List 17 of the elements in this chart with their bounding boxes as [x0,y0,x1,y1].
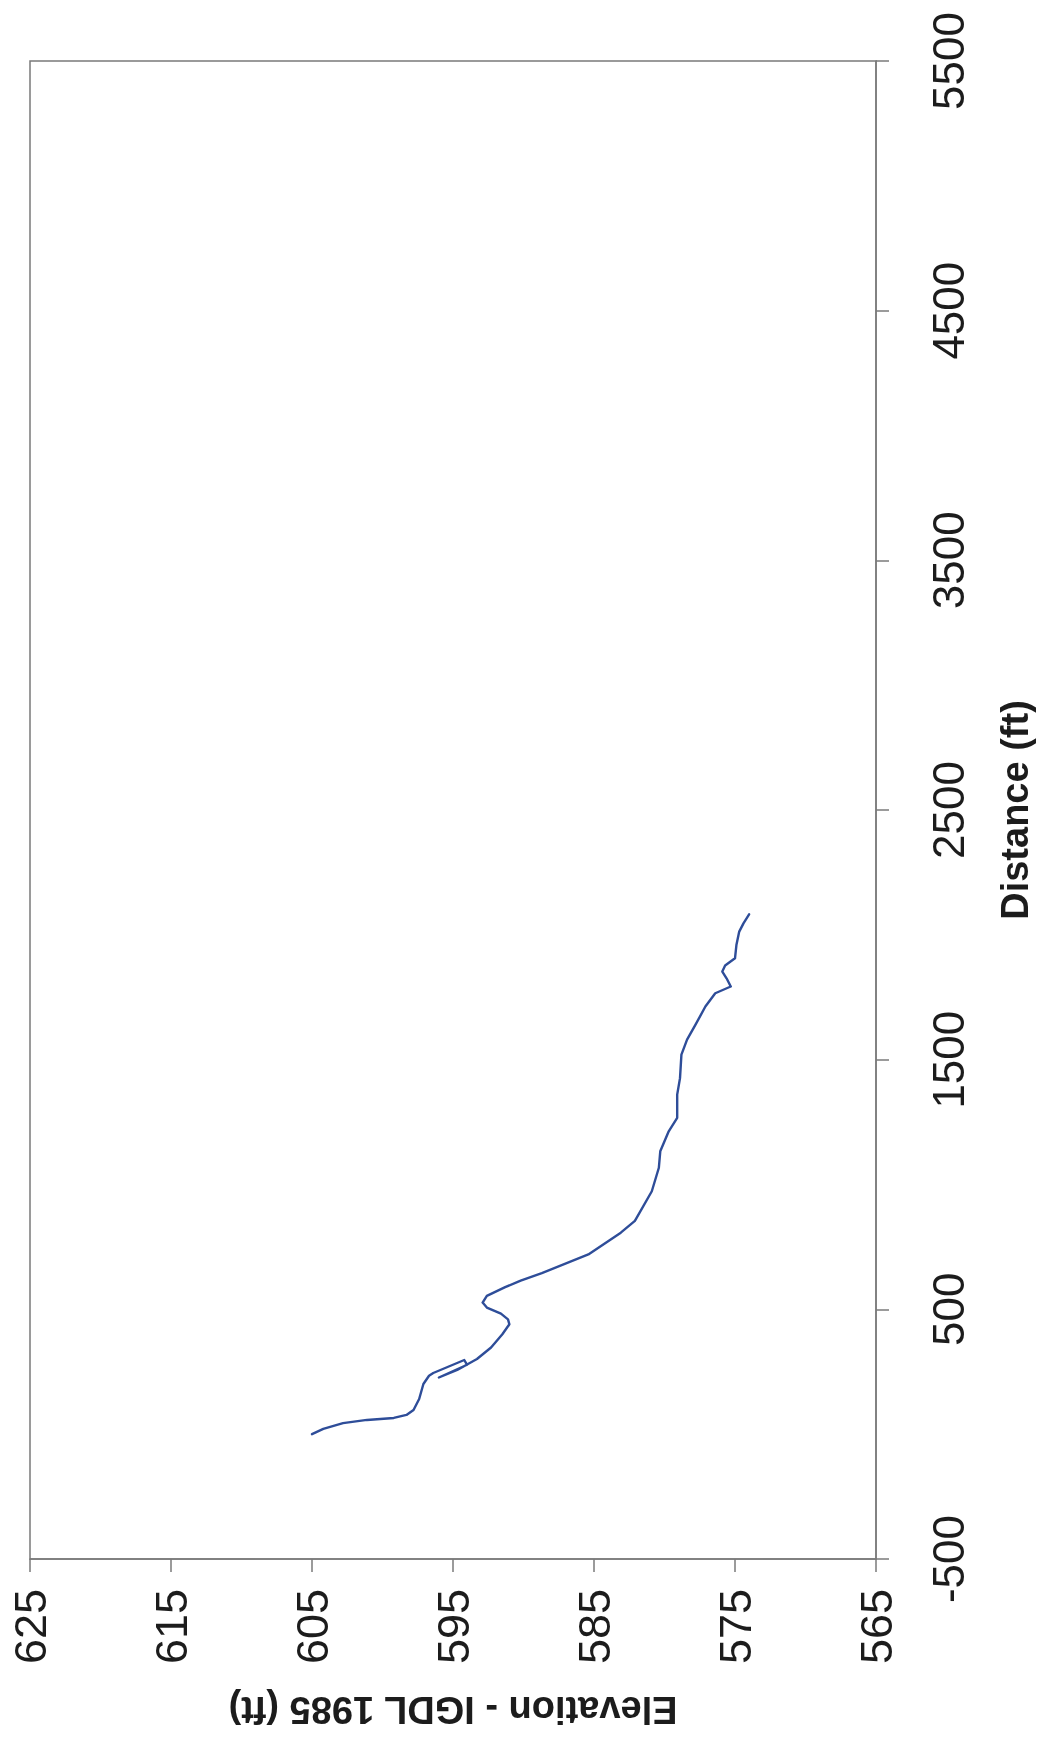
x-axis-title: Elevation - IGDL 1985 (ft) [228,1689,678,1731]
x-tick-label: 615 [145,1589,197,1665]
x-tick-label: 595 [427,1589,479,1665]
y-tick-label: 1500 [923,1010,973,1109]
x-tick-label: 585 [568,1589,620,1665]
y-tick-label: 5500 [923,12,973,110]
y-tick-label: 4500 [923,261,973,360]
x-tick-label: 575 [709,1589,761,1665]
line-series [310,913,751,1436]
y-tick-label: 3500 [923,511,973,610]
y-tick-label: -500 [923,1514,973,1604]
x-tick-label: 565 [850,1589,902,1665]
y-tick-label: 500 [923,1272,973,1347]
y-tick-label: 2500 [923,761,973,859]
x-tick-label: 605 [286,1589,338,1665]
x-tick-label: 625 [4,1589,56,1665]
y-axis-title: Distance (ft) [994,700,1036,920]
